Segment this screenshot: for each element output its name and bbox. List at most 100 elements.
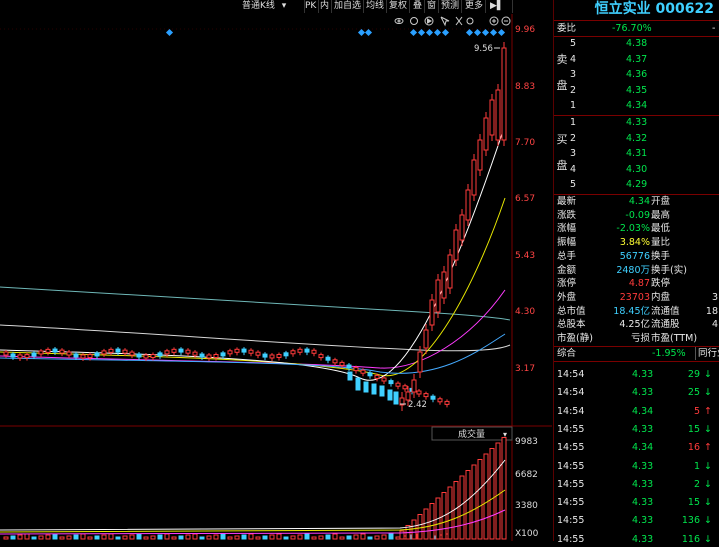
quote-value: 3.84%	[619, 237, 650, 249]
quote-label: 最高	[651, 209, 671, 221]
order-level: 5	[570, 179, 577, 191]
quote-value: 3	[711, 291, 718, 303]
volume-bar	[465, 470, 471, 540]
order-book-row[interactable]: 4 4.37	[554, 53, 719, 66]
volume-bar	[192, 533, 198, 540]
order-book-row[interactable]: 1 4.34	[554, 99, 719, 112]
arrow-up-icon: ↑	[704, 405, 712, 417]
candle-body	[429, 299, 435, 326]
candle-body	[346, 364, 352, 369]
order-level: 5	[570, 38, 577, 49]
toolbar-item-adjust[interactable]: 复权	[387, 0, 411, 13]
toolbar-item-add-favorite[interactable]: 加自选	[332, 0, 365, 13]
order-book-row[interactable]: 2 4.35	[554, 84, 719, 97]
quote-label: 总市值	[557, 305, 586, 317]
price-tick: 7.70	[515, 138, 535, 148]
order-book-row[interactable]: 5 4.29	[554, 178, 719, 191]
candle-body	[399, 397, 405, 406]
kline-chart[interactable]: 9.96 8.83 7.70 6.57 5.43 4.30 3.17 9.56 …	[0, 14, 552, 541]
candle-body	[38, 350, 44, 355]
candle-body	[423, 329, 429, 349]
candle-body	[437, 398, 443, 403]
tick-price: 4.33	[632, 497, 654, 509]
eye-icon[interactable]	[394, 18, 404, 24]
toolbar-item-forecast[interactable]: 预测	[439, 0, 463, 13]
order-book-row[interactable]: 1 4.33	[554, 116, 719, 129]
sidebar-toggle-icon[interactable]: ▶▌	[488, 0, 513, 13]
candle-body	[489, 99, 495, 136]
max-annotation: 9.56	[474, 44, 500, 54]
toolbar-item-inner[interactable]: 内	[318, 0, 333, 13]
scissors-icon[interactable]	[455, 16, 463, 26]
volume-bar	[374, 535, 380, 540]
event-markers[interactable]	[165, 28, 506, 37]
quote-label: 总股本	[557, 319, 586, 331]
volume-indicator-select[interactable]: 成交量 ▾	[431, 426, 513, 441]
refresh-icon[interactable]	[410, 17, 418, 25]
volume-bar	[164, 533, 170, 540]
volume-bar	[417, 514, 423, 540]
toolbar-item-window[interactable]: 窗	[425, 0, 440, 13]
settings-icon[interactable]	[466, 17, 474, 25]
buy-label: 盘	[556, 159, 568, 172]
tick-price: 4.33	[632, 533, 654, 545]
tick-time: 14:55	[557, 442, 585, 454]
arrow-down-icon: ↓	[704, 497, 712, 509]
order-price: 4.33	[626, 117, 648, 128]
toolbar-item-more[interactable]: 更多	[463, 0, 487, 13]
candle-body	[87, 354, 93, 359]
price-tick: 3.17	[515, 364, 535, 374]
buy-label: 买	[556, 133, 568, 146]
zoom-out-icon[interactable]	[501, 16, 511, 26]
tick-time: 14:55	[557, 497, 585, 509]
toolbar-item-ma[interactable]: 均线	[364, 0, 388, 13]
volume-bar	[367, 536, 373, 540]
tick-volume: 136	[681, 515, 700, 527]
order-book-row[interactable]: 4 4.30	[554, 163, 719, 176]
candle-body	[199, 353, 205, 358]
quote-row: 总股本 4.25亿 流通股 4	[554, 318, 719, 331]
candle-body	[387, 389, 393, 401]
tick-row: 14:54 4.34 5 ↑	[554, 404, 719, 419]
zoom-in-icon[interactable]	[489, 16, 499, 26]
price-tick: 9.96	[515, 25, 535, 35]
candle-body	[192, 351, 198, 356]
order-level: 2	[570, 132, 577, 144]
toolbar-item-overlay[interactable]: 叠	[411, 0, 426, 13]
quote-panel: 恒立实业 000622 委比 -76.70% - 卖 盘 5 4.38 4 4.37 3…	[553, 0, 719, 545]
candle-body	[108, 348, 114, 353]
tick-volume: 1	[693, 460, 700, 472]
sector-row[interactable]: 综合 -1.95% 同行业	[554, 347, 719, 360]
arrow-down-icon: ↓	[704, 533, 712, 545]
cursor-icon[interactable]	[440, 16, 450, 27]
ma-line-mid	[0, 324, 511, 352]
kline-type-select[interactable]: 普通K线 ▾	[240, 0, 305, 13]
candle-body	[379, 385, 385, 397]
volume-bar	[10, 535, 16, 540]
candle-body	[213, 354, 219, 359]
order-book-row[interactable]: 5 4.38	[554, 37, 719, 50]
candle-body	[318, 354, 324, 359]
candle-body	[290, 350, 296, 355]
volume-bar	[381, 534, 387, 540]
toolbar-item-pk[interactable]: PK	[303, 0, 320, 13]
volume-bar	[248, 533, 254, 540]
order-book-row[interactable]: 3 4.36	[554, 68, 719, 81]
volume-bar	[213, 534, 219, 540]
quote-label: 涨停	[557, 278, 577, 290]
price-tick: 6.57	[515, 194, 535, 204]
candle-body	[395, 382, 401, 387]
tick-volume: 29	[687, 369, 700, 380]
tick-time: 14:55	[557, 460, 585, 472]
play-icon[interactable]	[424, 16, 434, 26]
order-book-row[interactable]: 3 4.31	[554, 147, 719, 160]
quote-value: 56776	[619, 250, 650, 262]
order-book-row[interactable]: 2 4.32	[554, 132, 719, 145]
volume-bar	[206, 535, 212, 540]
candle-body	[164, 350, 170, 355]
candle-body	[465, 189, 471, 221]
order-price: 4.35	[626, 84, 648, 96]
volume-bar	[339, 536, 345, 540]
svg-text:9.56: 9.56	[474, 44, 493, 54]
tick-time: 14:55	[557, 478, 585, 490]
